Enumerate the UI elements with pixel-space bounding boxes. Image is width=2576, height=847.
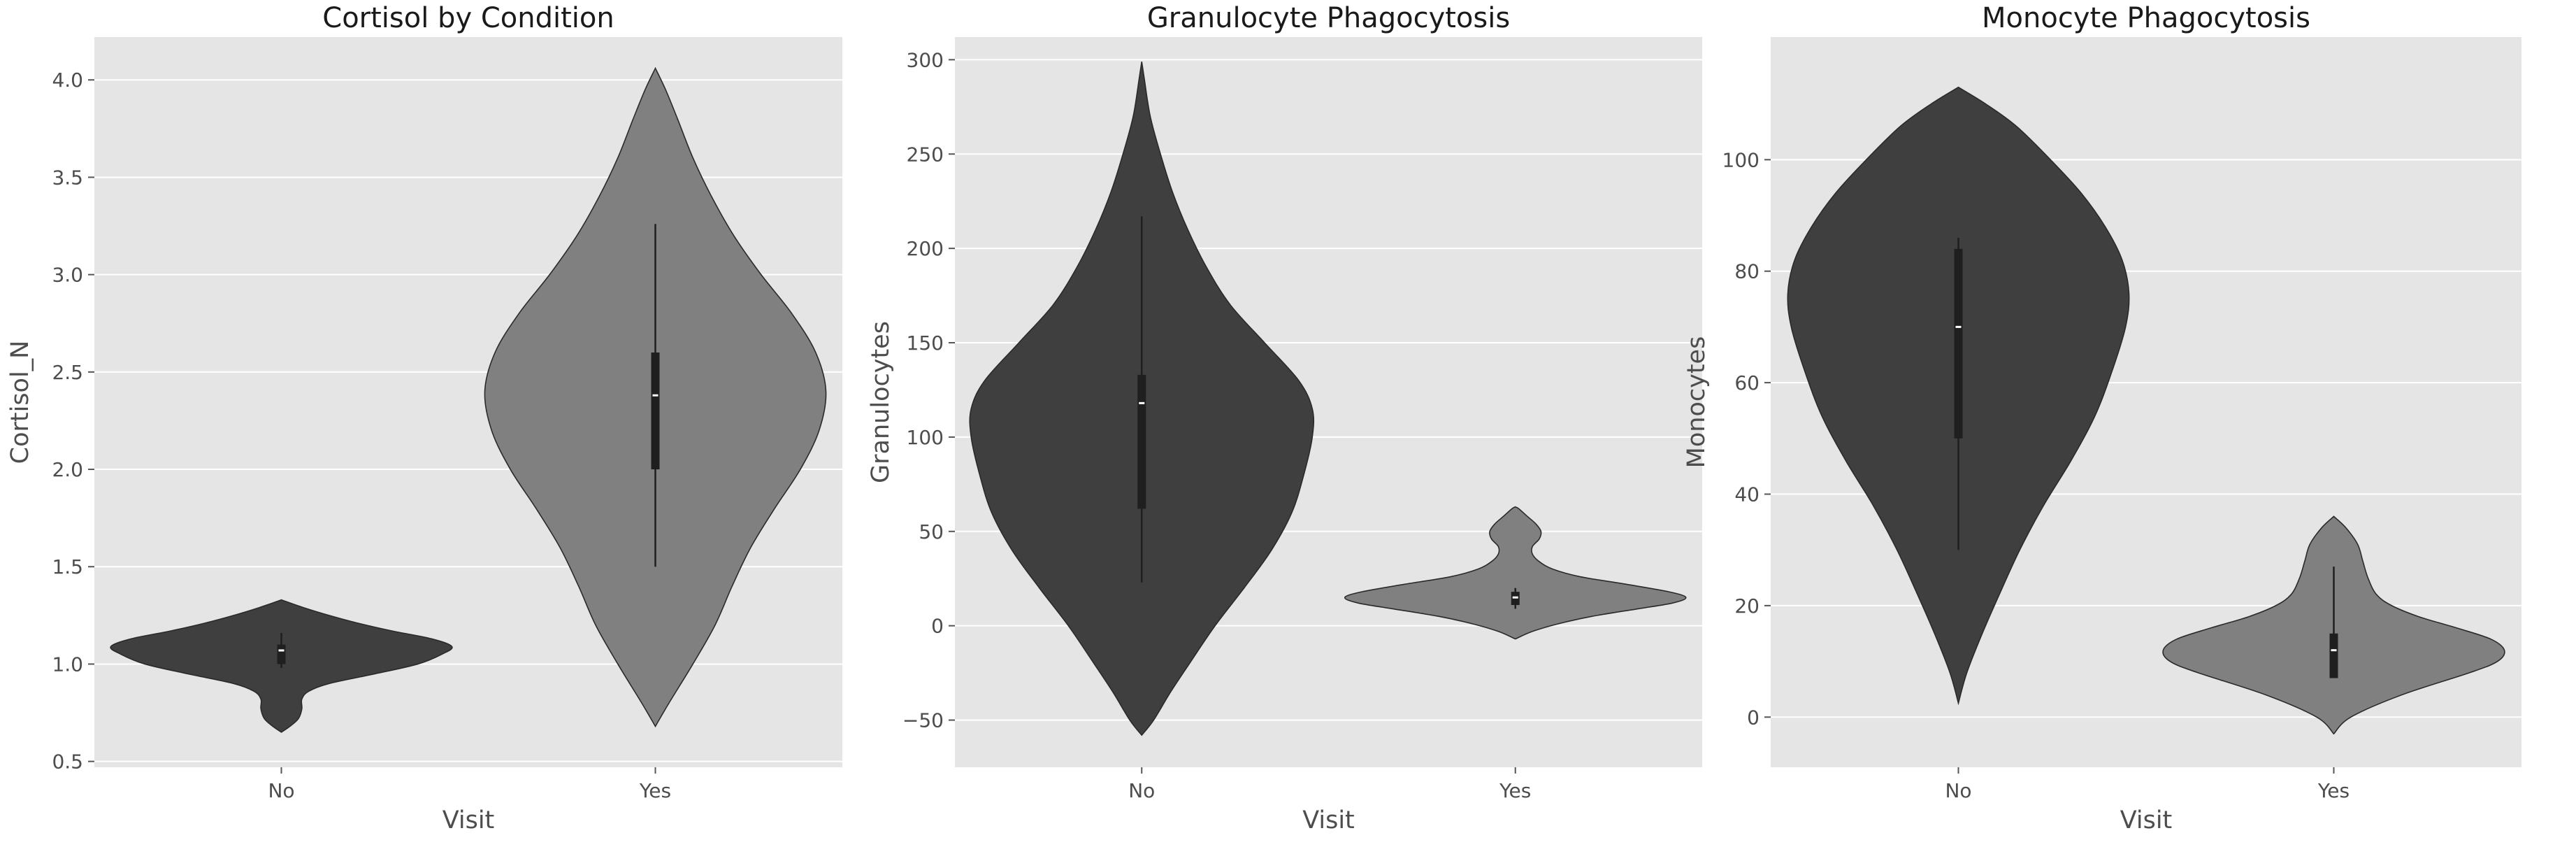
- chart-panel-1: 0.5 1.0 1.5 2.0 2.5 3.0 3.5 4.0 No Yes Cortisol by…: [6, 2, 842, 834]
- y-tick-label: 60: [1734, 371, 1760, 394]
- x-tick-label: No: [1945, 779, 1971, 802]
- x-tick-label: No: [1128, 779, 1155, 802]
- y-tick-label: 200: [907, 237, 944, 260]
- chart-title: Granulocyte Phagocytosis: [1147, 2, 1510, 34]
- violin-iqr-box: [2329, 633, 2338, 678]
- y-tick-label: 100: [907, 426, 944, 449]
- chart-title: Monocyte Phagocytosis: [1982, 2, 2310, 34]
- chart-title: Cortisol by Condition: [322, 2, 614, 34]
- y-tick-label: 150: [907, 332, 944, 355]
- violin-iqr-box: [1954, 248, 1963, 439]
- violin-iqr-box: [277, 644, 286, 664]
- x-tick-label: Yes: [2317, 779, 2350, 802]
- x-axis-label: Visit: [1302, 806, 1355, 834]
- violin-iqr-box: [651, 353, 660, 470]
- y-tick-label: 2.0: [52, 458, 83, 481]
- y-tick-label: 4.0: [52, 69, 83, 92]
- y-tick-label: 2.5: [52, 361, 83, 384]
- y-tick-label: 100: [1722, 148, 1760, 171]
- chart-panel-2: −50 0 50 100 150 200 250 300 No Yes Granulocyte Ph…: [867, 2, 1702, 834]
- y-tick-label: 20: [1734, 595, 1760, 618]
- y-axis-label: Monocytes: [1683, 336, 1711, 469]
- x-tick-label: Yes: [639, 779, 671, 802]
- violin-iqr-box: [1137, 374, 1146, 509]
- x-axis-label: Visit: [2120, 806, 2173, 834]
- y-tick-label: 0: [931, 615, 944, 638]
- y-tick-label: 80: [1734, 260, 1760, 283]
- x-tick-label: No: [268, 779, 294, 802]
- y-tick-label: −50: [902, 709, 944, 732]
- y-tick-label: 250: [907, 143, 944, 166]
- x-tick-label: Yes: [1499, 779, 1531, 802]
- violin-yes: [1344, 506, 1687, 640]
- y-tick-label: 3.0: [52, 264, 83, 287]
- y-tick-label: 0: [1747, 706, 1760, 729]
- y-tick-label: 0.5: [52, 750, 83, 774]
- y-axis-label: Granulocytes: [867, 321, 895, 483]
- y-axis-label: Cortisol_N: [6, 341, 34, 464]
- y-tick-label: 300: [907, 48, 944, 71]
- y-tick-label: 1.5: [52, 555, 83, 578]
- x-axis-label: Visit: [442, 806, 495, 834]
- y-tick-label: 3.5: [52, 166, 83, 189]
- y-tick-label: 40: [1734, 483, 1760, 506]
- y-tick-label: 50: [919, 520, 944, 543]
- chart-panel-3: 0 20 40 60 80 100 No Yes Monocyte Phagocytosis Vi…: [1683, 2, 2521, 834]
- y-tick-label: 1.0: [52, 653, 83, 676]
